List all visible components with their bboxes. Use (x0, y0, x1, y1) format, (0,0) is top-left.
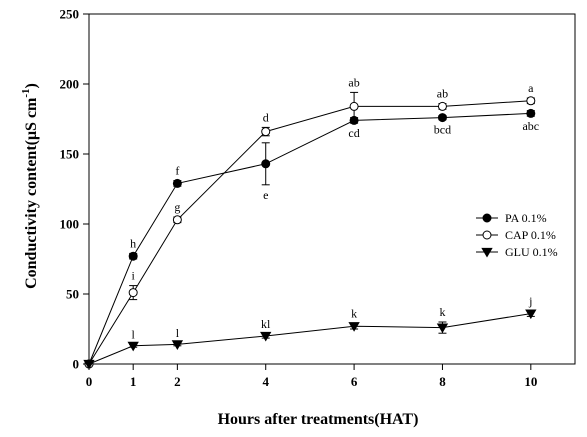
x-tick-label: 1 (130, 374, 137, 389)
significance-letter: k (439, 305, 445, 319)
series-cap (84, 91, 536, 369)
series-line (88, 313, 531, 365)
significance-letters: h f e cd bcd abc i g d ab ab a l l kl k k j (130, 75, 539, 341)
series-glu (83, 309, 537, 370)
significance-letter: a (528, 81, 534, 95)
marker-open-circle (482, 230, 492, 240)
significance-letter: f (175, 164, 179, 178)
y-tick-label: 150 (60, 147, 80, 162)
significance-letter: abc (522, 119, 539, 133)
marker-open-circle (349, 101, 359, 111)
marker-filled-circle (128, 251, 138, 261)
plot-frame (88, 13, 576, 365)
significance-letter: h (130, 236, 136, 250)
marker-filled-triangle (171, 340, 184, 350)
significance-letter: cd (348, 126, 359, 140)
significance-letter: k (351, 306, 357, 320)
x-tick-label: 4 (262, 374, 269, 389)
marker-filled-circle (437, 113, 447, 123)
marker-open-circle (437, 101, 447, 111)
significance-letter: j (528, 294, 532, 308)
marker-filled-triangle (127, 341, 139, 352)
x-tick-label: 8 (439, 374, 446, 389)
marker-open-circle (128, 288, 138, 298)
marker-open-circle (526, 96, 536, 106)
x-tick-label: 0 (86, 374, 93, 389)
x-axis-title: Hours after treatments(HAT) (218, 411, 419, 428)
legend-label: CAP 0.1% (505, 228, 556, 242)
marker-filled-triangle (481, 247, 493, 258)
significance-letter: d (263, 110, 269, 124)
series-layer (83, 91, 537, 370)
series-pa (84, 108, 536, 369)
y-tick-label: 100 (60, 217, 80, 232)
marker-filled-triangle (436, 323, 449, 334)
y-tick-label: 200 (60, 77, 80, 92)
legend-item: PA 0.1% (476, 211, 547, 225)
y-tick-label: 50 (66, 287, 79, 302)
significance-letter: ab (437, 87, 448, 101)
marker-filled-triangle (525, 309, 537, 320)
y-axis-title-main: Conductivity content( (23, 140, 40, 289)
x-tick-label: 10 (524, 374, 537, 389)
marker-open-circle (172, 215, 182, 225)
marker-open-circle (261, 127, 271, 137)
marker-filled-circle (482, 213, 492, 223)
y-axis-title-close: ) (23, 83, 40, 88)
significance-letter: g (174, 200, 180, 214)
marker-filled-circle (172, 178, 182, 188)
y-axis-title-sup: -1 (20, 88, 32, 97)
significance-letter: i (132, 269, 136, 283)
x-tick-label: 6 (351, 374, 358, 389)
marker-filled-triangle (260, 331, 272, 342)
significance-letter: l (132, 327, 136, 341)
legend: PA 0.1% CAP 0.1% GLU 0.1% (476, 211, 558, 259)
significance-letter: bcd (434, 123, 451, 137)
y-axis-title: Conductivity content(μS cm-1) (20, 83, 40, 289)
series-line (88, 112, 531, 365)
y-tick-label: 0 (73, 357, 80, 372)
legend-label: GLU 0.1% (505, 245, 558, 259)
legend-label: PA 0.1% (505, 211, 547, 225)
significance-letter: ab (348, 75, 359, 89)
marker-filled-triangle (348, 322, 360, 332)
marker-filled-triangle (83, 359, 95, 370)
significance-letter: e (263, 188, 268, 202)
x-tick-label: 2 (174, 374, 181, 389)
marker-filled-circle (261, 159, 271, 169)
significance-letter: l (176, 326, 180, 340)
marker-filled-circle (526, 108, 536, 118)
significance-letter: kl (261, 317, 271, 331)
y-tick-label: 250 (60, 7, 80, 22)
legend-item: CAP 0.1% (476, 228, 556, 242)
legend-item: GLU 0.1% (476, 245, 558, 259)
axes: 0 50 100 150 200 250 0 1 2 4 6 8 10 (60, 7, 576, 389)
y-axis-title-unit: S cm (23, 97, 40, 131)
y-axis-title-mu: μ (23, 131, 40, 140)
